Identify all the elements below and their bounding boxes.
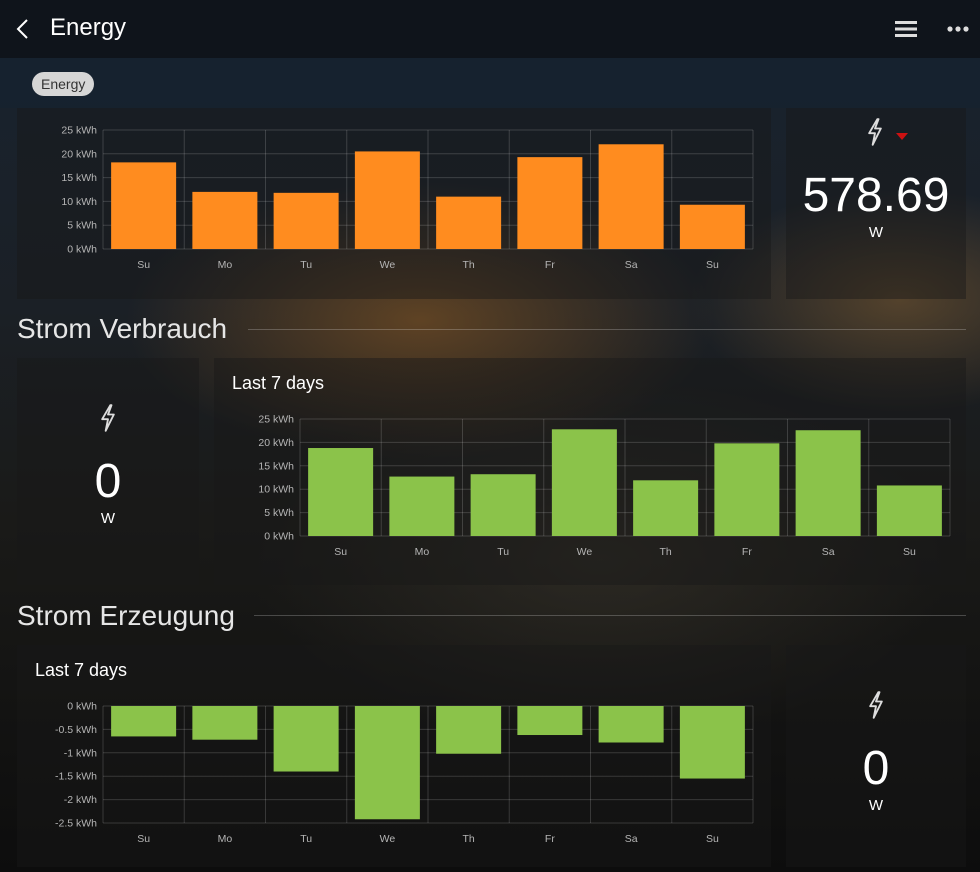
x-tick-label: Fr xyxy=(545,833,555,845)
bar xyxy=(273,706,339,772)
verbrauch-energy-chart: 0 kWh 5 kWh 10 kWh 15 kWh 20 kWh 25 kWh Su Mo Tu… xyxy=(258,414,951,558)
bar xyxy=(517,157,583,249)
x-tick-label: Fr xyxy=(545,259,555,271)
bar xyxy=(436,196,502,249)
y-tick-label: 25 kWh xyxy=(61,125,97,137)
bar xyxy=(679,706,745,779)
hamburger-menu-icon[interactable] xyxy=(894,19,918,39)
y-tick-label: -2 kWh xyxy=(64,794,97,806)
y-tick-label: -0.5 kWh xyxy=(55,724,97,736)
bar xyxy=(876,485,942,536)
top-chart-card: 0 kWh 5 kWh 10 kWh 15 kWh 20 kWh 25 kWh Su Mo Tu… xyxy=(17,108,771,299)
bar xyxy=(192,191,258,249)
x-tick-label: Sa xyxy=(625,833,638,845)
x-tick-label: Mo xyxy=(415,546,430,558)
chart-title: Last 7 days xyxy=(232,373,325,393)
lightning-bolt-icon xyxy=(869,691,883,719)
section-divider xyxy=(248,329,966,330)
verbrauch-chart-card: Last 7 days 0 kWh 5 kWh 10 kWh 15 kWh 20 kWh… xyxy=(214,358,966,585)
verbrauch-power-unit: W xyxy=(100,510,116,527)
bar xyxy=(633,480,699,536)
x-tick-label: Su xyxy=(137,833,150,845)
x-tick-label: Tu xyxy=(300,259,312,271)
x-tick-label: Su xyxy=(903,546,916,558)
x-tick-label: Th xyxy=(659,546,671,558)
bar xyxy=(354,706,420,820)
x-tick-label: Mo xyxy=(218,833,233,845)
x-tick-label: Sa xyxy=(822,546,835,558)
verbrauch-power-value: 0 xyxy=(94,455,122,508)
back-arrow-icon[interactable] xyxy=(12,17,34,41)
verbrauch-power-card: 0 W xyxy=(17,358,199,585)
bar xyxy=(389,476,455,536)
energy-tag-chip[interactable]: Energy xyxy=(32,72,95,96)
lightning-bolt-icon xyxy=(868,118,882,146)
y-tick-label: 15 kWh xyxy=(61,172,97,184)
x-tick-label: Mo xyxy=(218,259,233,271)
y-tick-label: 15 kWh xyxy=(258,460,294,472)
bar xyxy=(354,151,420,249)
bar xyxy=(111,706,177,737)
x-tick-label: Sa xyxy=(625,259,638,271)
bar xyxy=(598,144,664,249)
x-tick-label: We xyxy=(380,833,396,845)
y-tick-label: 20 kWh xyxy=(61,148,97,160)
section-divider xyxy=(254,615,966,616)
top-energy-chart: 0 kWh 5 kWh 10 kWh 15 kWh 20 kWh 25 kWh Su Mo Tu… xyxy=(61,125,754,271)
bar xyxy=(111,162,177,249)
section-title-erzeugung: Strom Erzeugung xyxy=(17,600,235,631)
chart-title: Last 7 days xyxy=(35,660,128,680)
y-tick-label: 25 kWh xyxy=(258,414,294,426)
more-options-icon[interactable] xyxy=(946,22,970,36)
x-tick-label: We xyxy=(380,259,396,271)
erzeugung-chart-card: Last 7 days 0 kWh -0.5 kWh -1 kWh -1.5 kWh -… xyxy=(17,645,771,867)
bar xyxy=(273,192,339,249)
top-bar: Energy xyxy=(0,0,980,58)
bar xyxy=(598,706,664,743)
top-power-value: 578.69 xyxy=(802,169,950,222)
bar xyxy=(795,430,861,536)
x-tick-label: Su xyxy=(706,259,719,271)
x-tick-label: Th xyxy=(462,259,474,271)
bar xyxy=(470,474,536,536)
bar xyxy=(551,429,617,536)
section-title-verbrauch: Strom Verbrauch xyxy=(17,313,228,344)
x-tick-label: Th xyxy=(462,833,474,845)
bar xyxy=(308,448,374,536)
x-tick-label: Fr xyxy=(742,546,752,558)
y-tick-label: 5 kWh xyxy=(67,220,97,232)
page-title: Energy xyxy=(50,14,127,41)
y-tick-label: -1.5 kWh xyxy=(55,771,97,783)
erzeugung-power-value: 0 xyxy=(862,742,890,795)
bar xyxy=(192,706,258,740)
tag-bar xyxy=(0,58,980,108)
y-tick-label: 20 kWh xyxy=(258,437,294,449)
x-tick-label: Tu xyxy=(497,546,509,558)
lightning-bolt-icon xyxy=(101,404,115,432)
y-tick-label: 0 kWh xyxy=(67,701,97,713)
y-tick-label: 10 kWh xyxy=(61,196,97,208)
y-tick-label: 0 kWh xyxy=(67,244,97,256)
bar xyxy=(517,706,583,736)
y-tick-label: 0 kWh xyxy=(264,531,294,543)
x-tick-label: Su xyxy=(334,546,347,558)
y-tick-label: 10 kWh xyxy=(258,484,294,496)
top-power-unit: W xyxy=(868,224,884,241)
erzeugung-power-unit: W xyxy=(868,797,884,814)
y-tick-label: -1 kWh xyxy=(64,747,97,759)
x-tick-label: Su xyxy=(137,259,150,271)
bar xyxy=(679,204,745,249)
erzeugung-energy-chart: 0 kWh -0.5 kWh -1 kWh -1.5 kWh -2 kWh -2.5 kW… xyxy=(55,701,754,845)
trend-down-arrow-icon xyxy=(896,133,908,140)
y-tick-label: -2.5 kWh xyxy=(55,818,97,830)
erzeugung-power-card: 0 W xyxy=(786,645,966,867)
x-tick-label: Tu xyxy=(300,833,312,845)
x-tick-label: We xyxy=(577,546,593,558)
bar xyxy=(436,706,502,754)
y-tick-label: 5 kWh xyxy=(264,507,294,519)
x-tick-label: Su xyxy=(706,833,719,845)
bar xyxy=(714,443,780,536)
top-power-card: 578.69 W xyxy=(786,108,966,299)
